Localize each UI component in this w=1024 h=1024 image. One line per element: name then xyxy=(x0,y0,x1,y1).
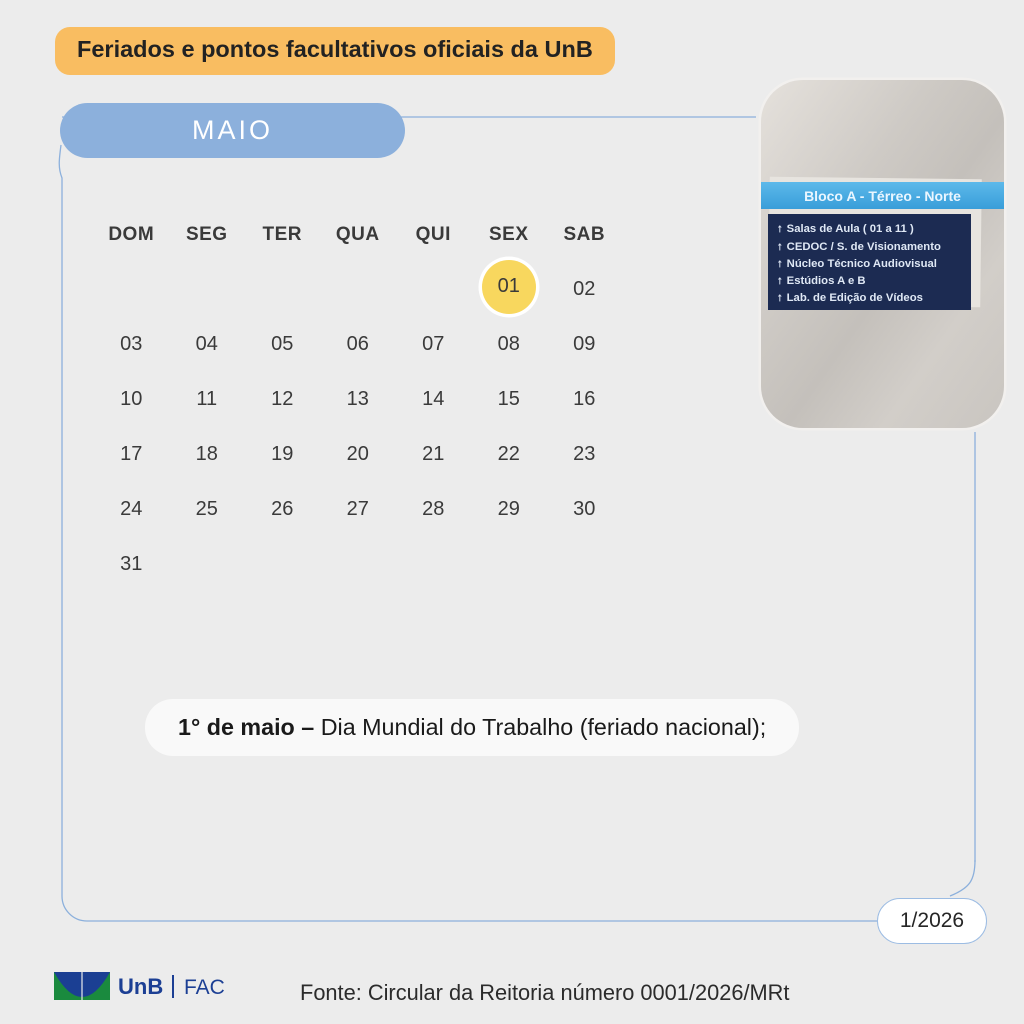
svg-text:UnB: UnB xyxy=(118,974,163,999)
svg-text:FAC: FAC xyxy=(184,976,225,999)
